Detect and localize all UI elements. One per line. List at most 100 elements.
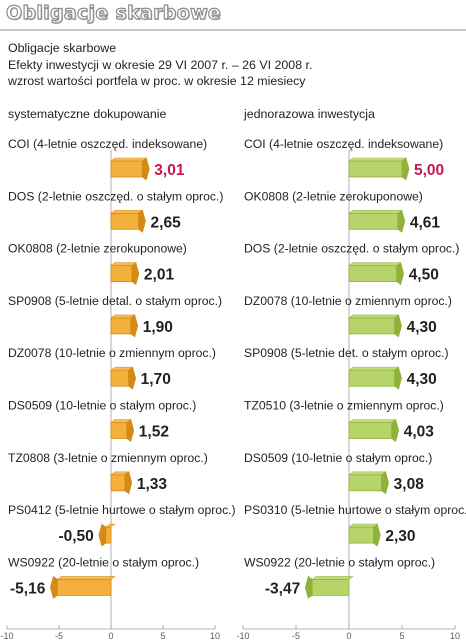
right-category-label: DS0509 (10-letnie o stałym oproc.) — [244, 451, 432, 465]
left-value-label: 2,65 — [151, 214, 182, 231]
left-bar-top-facet — [110, 210, 144, 214]
right-bar-top-facet — [311, 576, 354, 580]
left-bar — [110, 265, 133, 283]
right-bar-end-cap — [397, 209, 406, 233]
right-bar-top-facet — [348, 523, 379, 528]
right-bar-top-facet — [348, 471, 387, 476]
right-category-label: OK0808 (2-letnie zerokuponowe) — [244, 189, 423, 203]
title-divider — [0, 29, 466, 31]
right-category-label: TZ0510 (3-letnie o zmiennym oproc.) — [244, 399, 444, 413]
right-bar — [348, 317, 395, 335]
left-bar-end-cap — [130, 314, 139, 338]
right-value-label: 3,08 — [394, 476, 425, 493]
page-title: Obligacje skarbowe — [5, 1, 222, 24]
left-category-label: DS0509 (10-letnie o stałym oproc.) — [8, 399, 196, 413]
left-bar-end-cap — [128, 366, 136, 390]
subtitle-block: Obligacje skarbowe Efekty inwestycji w o… — [8, 40, 458, 90]
right-bar-top-facet — [348, 419, 397, 423]
left-bar-end-cap — [142, 157, 150, 181]
right-bar — [348, 526, 374, 544]
right-bar — [348, 369, 395, 387]
right-value-label: 2,30 — [385, 528, 415, 545]
right-value-label: 4,61 — [410, 214, 441, 231]
right-bar-top-facet — [348, 157, 407, 162]
right-category-label: DOS (2-letnie oszczęd. o stałym oproc.) — [244, 242, 459, 256]
right-category-label: PS0310 (5-letnie hurtowe o stałym oproc.… — [244, 503, 466, 517]
left-value-label: 1,90 — [143, 319, 173, 336]
right-category-label: WS0922 (20-letnie o stałym oproc.) — [244, 555, 435, 569]
left-bar-top-facet — [104, 523, 116, 528]
left-category-label: PS0412 (5-letnie hurtowe o stałym oproc.… — [8, 503, 236, 517]
left-tick-label: 0 — [108, 631, 113, 640]
left-bar-end-cap — [50, 575, 58, 599]
right-tick-label: -10 — [236, 631, 249, 640]
left-tick-label: 5 — [160, 631, 165, 640]
right-bar-end-cap — [401, 157, 410, 181]
subtitle-line-3: wzrost wartości portfela w proc. w okres… — [8, 74, 306, 88]
left-value-label: 1,70 — [141, 371, 171, 388]
left-value-label: 2,01 — [144, 267, 175, 284]
left-tick-label: 10 — [210, 631, 220, 640]
right-bar-top-facet — [348, 314, 400, 319]
left-value-label: 1,33 — [137, 476, 168, 493]
left-bar-top-facet — [110, 157, 148, 162]
right-category-label: DZ0078 (10-letnie o zmiennym oproc.) — [244, 294, 452, 308]
left-bar — [110, 369, 130, 387]
right-bar-end-cap — [373, 523, 381, 547]
right-tick-label: 0 — [346, 631, 351, 640]
left-bar-end-cap — [126, 418, 135, 443]
left-category-label: DZ0078 (10-letnie o zmiennym oproc.) — [8, 346, 216, 360]
left-bar-end-cap — [131, 262, 140, 286]
left-bar — [110, 422, 128, 439]
right-bar — [348, 265, 398, 283]
right-value-label: 4,03 — [404, 424, 435, 441]
right-tick-label: -5 — [292, 631, 300, 640]
left-value-label: 3,01 — [154, 162, 185, 179]
right-panel-title: jednorazowa inwestycja — [244, 107, 375, 121]
right-bar-end-cap — [304, 575, 313, 599]
left-category-label: TZ0808 (3-letnie o zmiennym oproc.) — [8, 451, 208, 465]
right-bar-top-facet — [348, 262, 402, 266]
left-bar-end-cap — [124, 471, 133, 495]
right-value-label: 4,30 — [407, 319, 437, 336]
subtitle-line-1: Obligacje skarbowe — [8, 41, 117, 55]
left-bar-top-facet — [56, 576, 116, 580]
left-category-label: OK0808 (2-letnie zerokuponowe) — [8, 242, 187, 256]
left-bar — [110, 160, 143, 178]
right-category-label: SP0908 (5-letnie det. o stałym oproc.) — [244, 346, 449, 360]
left-category-label: DOS (2-letnie oszczęd. o stałym oproc.) — [8, 189, 223, 203]
right-bar — [311, 579, 350, 596]
header-bar: Obligacje skarbowe — [0, 0, 466, 30]
right-category-label: COI (4-letnie oszczęd. indeksowane) — [244, 137, 443, 151]
right-bar — [348, 422, 393, 439]
left-bar — [56, 579, 112, 596]
left-tick-label: -10 — [0, 631, 13, 640]
right-value-label: 4,30 — [407, 371, 437, 388]
left-tick-label: -5 — [55, 631, 63, 640]
right-bar — [348, 160, 403, 178]
left-panel-title: systematyczne dokupowanie — [8, 107, 167, 121]
right-bar — [348, 212, 399, 230]
right-tick-label: 5 — [399, 631, 404, 640]
right-bar-end-cap — [391, 418, 400, 443]
right-bar — [348, 474, 383, 492]
left-bar — [110, 317, 132, 335]
left-bar — [110, 474, 126, 492]
left-category-label: COI (4-letnie oszczęd. indeksowane) — [8, 137, 207, 151]
right-bar-end-cap — [394, 366, 402, 390]
right-value-label: 4,50 — [409, 267, 439, 284]
left-bar — [110, 212, 139, 230]
left-value-label: -5,16 — [10, 580, 46, 597]
left-bar — [105, 526, 112, 544]
right-value-label: 5,00 — [414, 162, 444, 179]
left-value-label: -0,50 — [58, 528, 93, 545]
right-value-label: -3,47 — [265, 580, 300, 597]
left-value-label: 1,52 — [139, 424, 169, 441]
right-tick-label: 10 — [450, 631, 460, 640]
right-bar-end-cap — [381, 471, 389, 495]
left-category-label: WS0922 (20-letnie o stałym oproc.) — [8, 555, 199, 569]
right-bar-top-facet — [348, 366, 400, 371]
right-bar-top-facet — [348, 210, 403, 214]
left-bar-end-cap — [138, 209, 146, 233]
